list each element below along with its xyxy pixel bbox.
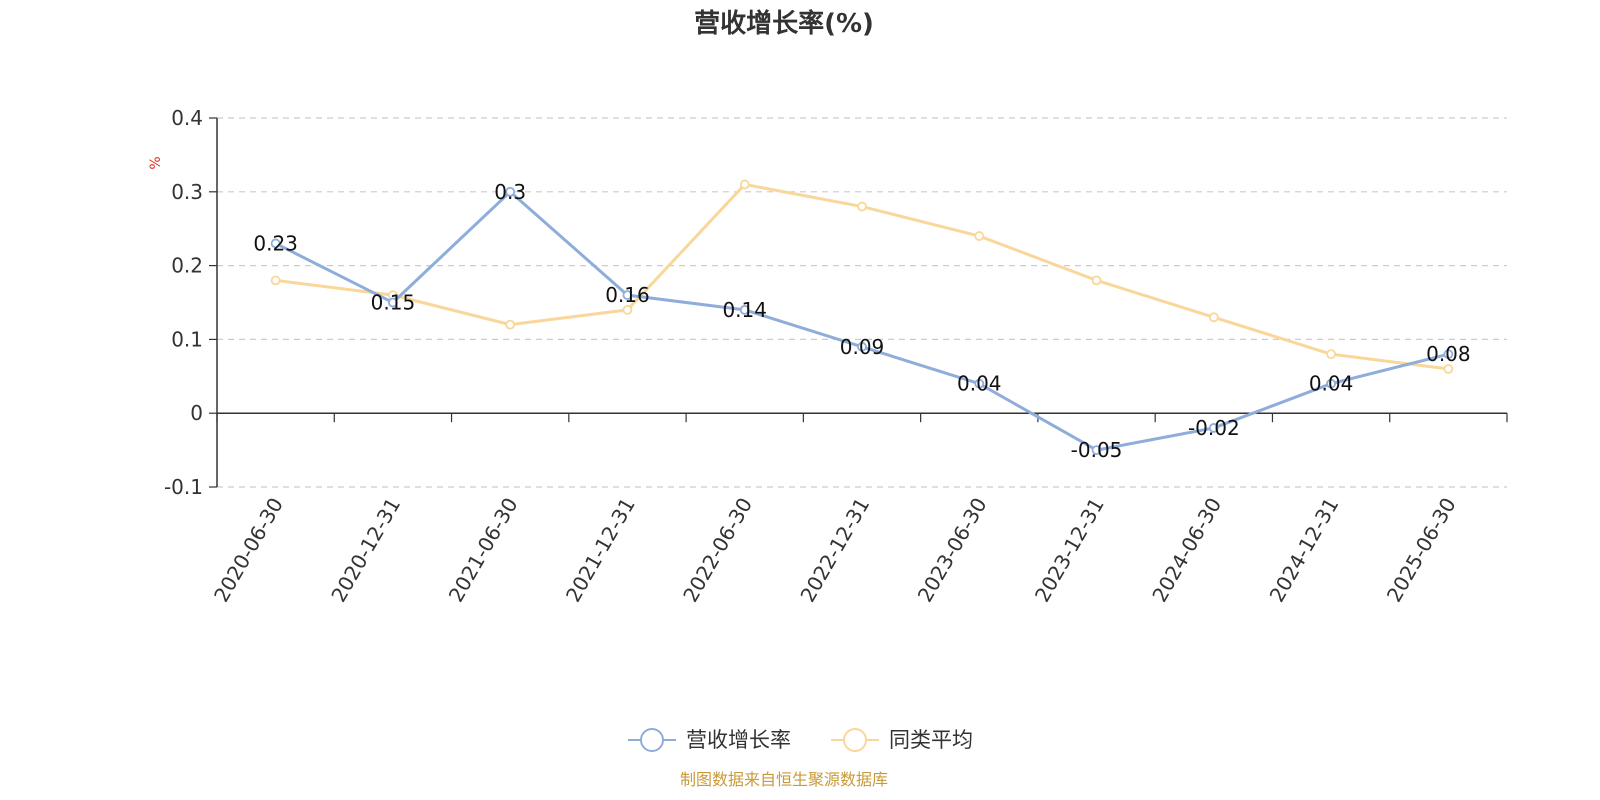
data-point	[739, 304, 750, 315]
legend-label: 营收增长率	[686, 728, 791, 752]
data-label: 0.14	[722, 298, 767, 322]
data-point	[1208, 423, 1219, 433]
data-label: 0.3	[494, 180, 526, 204]
x-tick-label: 2022-12-31	[795, 494, 874, 607]
data-point	[388, 297, 398, 308]
data-point	[1443, 364, 1454, 374]
x-tick-label: 2024-06-30	[1147, 494, 1226, 607]
chart-title: 营收增长率(%)	[694, 8, 874, 39]
data-label: 0.04	[957, 372, 1002, 396]
data-point	[974, 231, 985, 241]
data-source-note: 制图数据来自恒生聚源数据库	[680, 770, 888, 789]
data-point	[270, 275, 281, 286]
data-point	[1443, 349, 1454, 360]
x-tick-label: 2025-06-30	[1382, 494, 1461, 607]
data-point	[1091, 275, 1102, 286]
data-point	[505, 319, 516, 330]
data-label: 0.04	[1309, 372, 1354, 396]
data-label: -0.05	[1071, 438, 1123, 462]
data-point	[1208, 312, 1219, 323]
x-tick-label: 2022-06-30	[678, 494, 757, 607]
y-tick-label: 0.3	[171, 180, 203, 204]
data-point	[1091, 445, 1102, 456]
x-tick-label: 2023-06-30	[913, 494, 992, 607]
data-point	[622, 290, 633, 301]
y-tick-label: 0	[190, 401, 203, 425]
legend-marker-icon	[640, 728, 664, 752]
data-point	[270, 238, 281, 249]
y-tick-labels: 0.4 0.3 0.2 0.1 0 -0.1	[164, 106, 203, 499]
y-tick-label: 0.1	[171, 327, 203, 351]
y-tick-label: 0.2	[171, 254, 203, 278]
x-tick-label: 2021-06-30	[444, 494, 523, 607]
data-labels: 0.23 0.15 0.3 0.16 0.14 0.09 0.04 -0.05 -0.02 0.0…	[253, 180, 1470, 462]
x-tick-label: 2021-12-31	[561, 494, 640, 607]
data-label: 0.08	[1426, 342, 1471, 366]
axes	[209, 117, 1508, 488]
series-lines	[270, 179, 1454, 456]
data-label: 0.16	[605, 283, 650, 307]
legend-item[interactable]: 同类平均	[831, 728, 973, 752]
data-label: 0.09	[840, 335, 885, 359]
data-label: 0.23	[253, 231, 298, 255]
data-point	[505, 186, 516, 197]
data-label: -0.02	[1188, 416, 1240, 440]
data-point	[739, 179, 750, 190]
x-tick-label: 2023-12-31	[1030, 494, 1109, 607]
series-line-0	[274, 190, 1449, 452]
data-point	[1326, 349, 1336, 360]
data-point	[857, 201, 867, 212]
data-point	[974, 378, 985, 389]
x-tick-label: 2020-06-30	[209, 494, 288, 607]
data-point	[857, 341, 867, 352]
y-axis-unit: %	[148, 156, 164, 169]
legend[interactable]: 营收增长率 同类平均	[628, 728, 973, 752]
x-tick-label: 2020-12-31	[326, 494, 405, 607]
data-point	[1326, 378, 1336, 389]
legend-item[interactable]: 营收增长率	[628, 728, 791, 752]
legend-marker-icon	[843, 728, 867, 752]
x-tick-labels: 2020-06-30 2020-12-31 2021-06-30 2021-12-31…	[209, 494, 1461, 607]
y-tick-label: 0.4	[171, 106, 203, 130]
data-point	[622, 304, 633, 315]
legend-label: 同类平均	[889, 728, 973, 752]
x-tick-label: 2024-12-31	[1265, 494, 1344, 607]
data-label: 0.15	[371, 291, 416, 315]
y-tick-label: -0.1	[164, 475, 203, 499]
